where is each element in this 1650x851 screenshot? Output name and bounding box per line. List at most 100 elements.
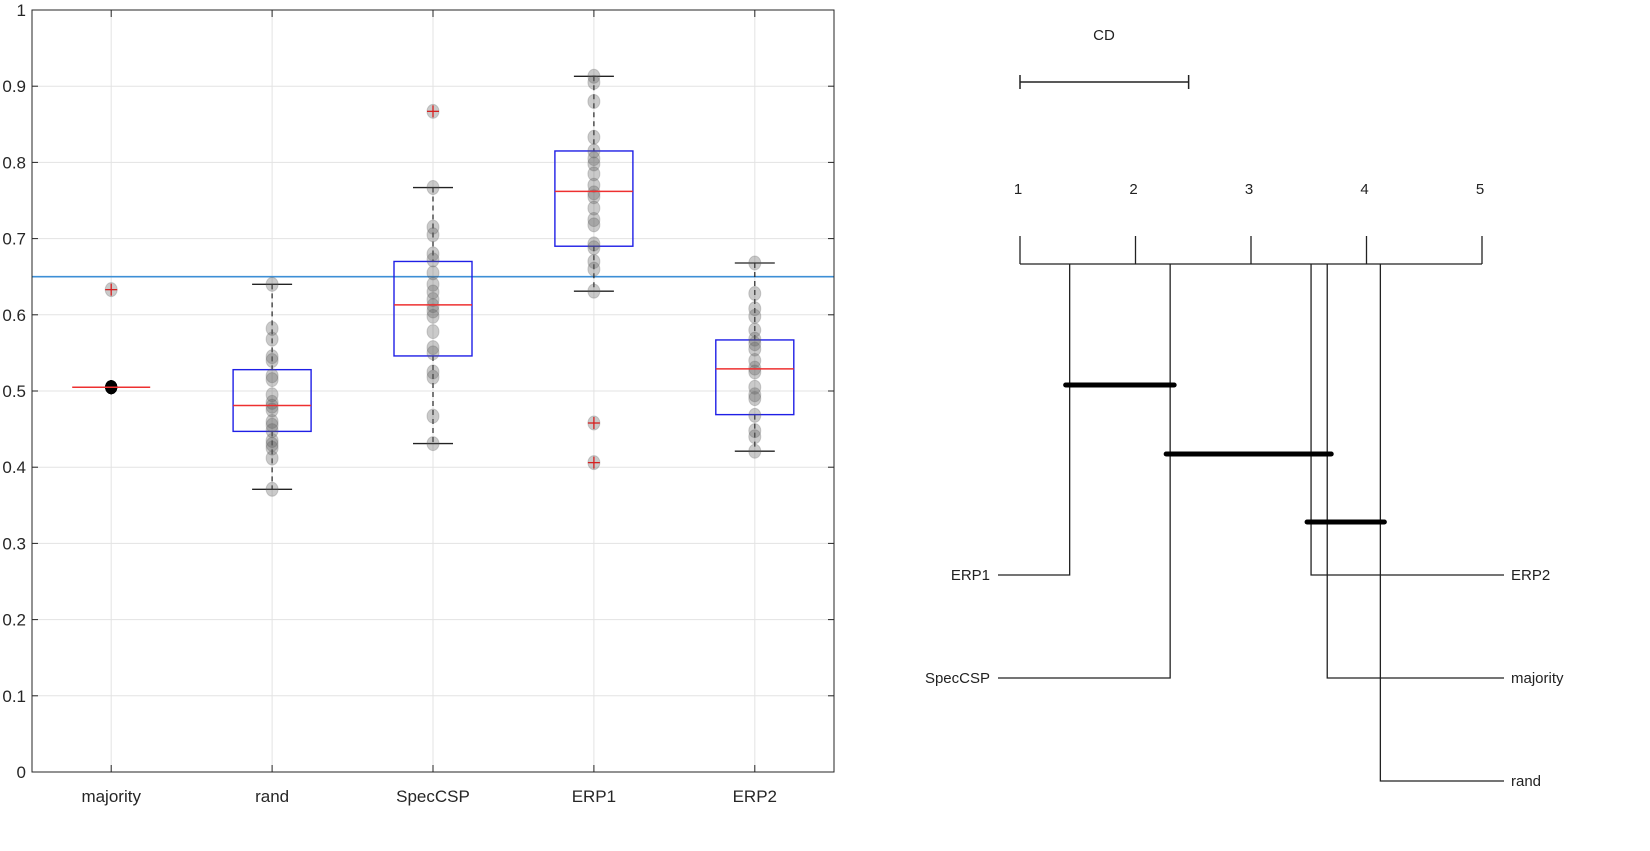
- rank-axis: 1 2 3 4 5: [1014, 181, 1484, 265]
- data-point: [265, 433, 279, 449]
- iqr-box: [232, 368, 312, 433]
- rank-tick-label: 2: [1129, 181, 1137, 198]
- data-point: [426, 284, 440, 300]
- y-tick-label: 0: [17, 763, 26, 782]
- data-point: [426, 227, 440, 243]
- data-point: [265, 423, 279, 439]
- x-category-label: ERP1: [572, 787, 616, 806]
- data-point: [426, 436, 440, 452]
- data-point: [587, 189, 601, 205]
- box-ERP2: [715, 255, 795, 459]
- data-point: [748, 429, 762, 445]
- data-point: [587, 166, 601, 182]
- data-point: [748, 331, 762, 347]
- data-point: [426, 265, 440, 281]
- data-point: [426, 246, 440, 262]
- data-point: [748, 322, 762, 338]
- data-point: [265, 353, 279, 369]
- data-point: [265, 440, 279, 456]
- data-point: [265, 398, 279, 414]
- data-point: [748, 387, 762, 403]
- data-point: [426, 345, 440, 361]
- data-point: [265, 276, 279, 292]
- data-point: [426, 340, 440, 356]
- data-point: [748, 391, 762, 407]
- data-point: [587, 151, 601, 167]
- y-tick-label: 0.9: [2, 77, 26, 96]
- box-ERP1: [554, 68, 634, 471]
- data-point: [587, 283, 601, 299]
- cd-interval-bar: [1019, 75, 1190, 89]
- data-point: [426, 292, 440, 308]
- method-label: majority: [1511, 670, 1564, 687]
- data-point: [748, 255, 762, 271]
- data-point: [426, 180, 440, 196]
- data-point: [748, 443, 762, 459]
- connector-SpecCSP: [998, 264, 1171, 679]
- connector-ERP1: [998, 264, 1071, 576]
- data-point: [426, 303, 440, 319]
- data-point: [748, 301, 762, 317]
- clique-bars: [1063, 382, 1387, 525]
- data-point: [265, 481, 279, 497]
- box-majority: [72, 282, 151, 395]
- data-point: [587, 68, 601, 84]
- iqr-box: [393, 260, 473, 357]
- data-point: [426, 252, 440, 268]
- data-point: [265, 321, 279, 337]
- box-series: [72, 68, 795, 497]
- connector-majority: [1326, 264, 1504, 679]
- data-point: [426, 324, 440, 340]
- grid-lines: [32, 9, 834, 773]
- data-point: [265, 372, 279, 388]
- data-point: [265, 413, 279, 429]
- rank-tick-label: 3: [1245, 181, 1253, 198]
- data-point: [587, 156, 601, 172]
- cd-label: CD: [1093, 27, 1115, 44]
- data-point: [587, 253, 601, 269]
- data-point: [265, 368, 279, 384]
- iqr-box: [554, 150, 634, 247]
- data-point: [748, 308, 762, 324]
- rank-tick-label: 1: [1014, 181, 1022, 198]
- method-label: ERP1: [951, 567, 990, 584]
- data-point: [587, 261, 601, 277]
- data-point: [265, 402, 279, 418]
- data-point: [748, 364, 762, 380]
- iqr-box: [715, 339, 795, 416]
- connector-rand: [1379, 264, 1504, 782]
- data-point: [748, 336, 762, 352]
- data-point: [587, 143, 601, 159]
- data-point: [748, 353, 762, 369]
- y-tick-label: 0.1: [2, 687, 26, 706]
- data-point: [587, 236, 601, 252]
- critical-difference-diagram: CD 1 2 3 4 5 ERP1 SpecCSP ERP2 majority rand: [925, 27, 1564, 790]
- data-point: [587, 177, 601, 193]
- data-point: [426, 308, 440, 324]
- method-label: SpecCSP: [925, 670, 990, 687]
- data-point: [587, 93, 601, 109]
- x-category-label: rand: [255, 787, 289, 806]
- data-point: [587, 217, 601, 233]
- data-point: [748, 285, 762, 301]
- data-point: [426, 369, 440, 385]
- data-point: [587, 200, 601, 216]
- rank-tick-label: 4: [1360, 181, 1368, 198]
- data-point: [265, 331, 279, 347]
- data-point: [426, 408, 440, 424]
- data-point: [265, 387, 279, 403]
- data-point: [265, 450, 279, 466]
- x-category-label: SpecCSP: [396, 787, 470, 806]
- box-rand: [232, 276, 312, 497]
- data-point: [587, 185, 601, 201]
- x-category-label: ERP2: [733, 787, 777, 806]
- y-tick-label: 0.4: [2, 458, 26, 477]
- x-category-label: majority: [81, 787, 141, 806]
- data-point: [748, 407, 762, 423]
- data-point: [587, 212, 601, 228]
- y-tick-label: 0.8: [2, 153, 26, 172]
- data-point: [426, 298, 440, 314]
- axes: 0 0.1 0.2 0.3 0.4 0.5 0.6 0.7 0.8 0.9 1 majority ran…: [2, 1, 834, 806]
- data-point: [265, 417, 279, 433]
- method-label: ERP2: [1511, 567, 1550, 584]
